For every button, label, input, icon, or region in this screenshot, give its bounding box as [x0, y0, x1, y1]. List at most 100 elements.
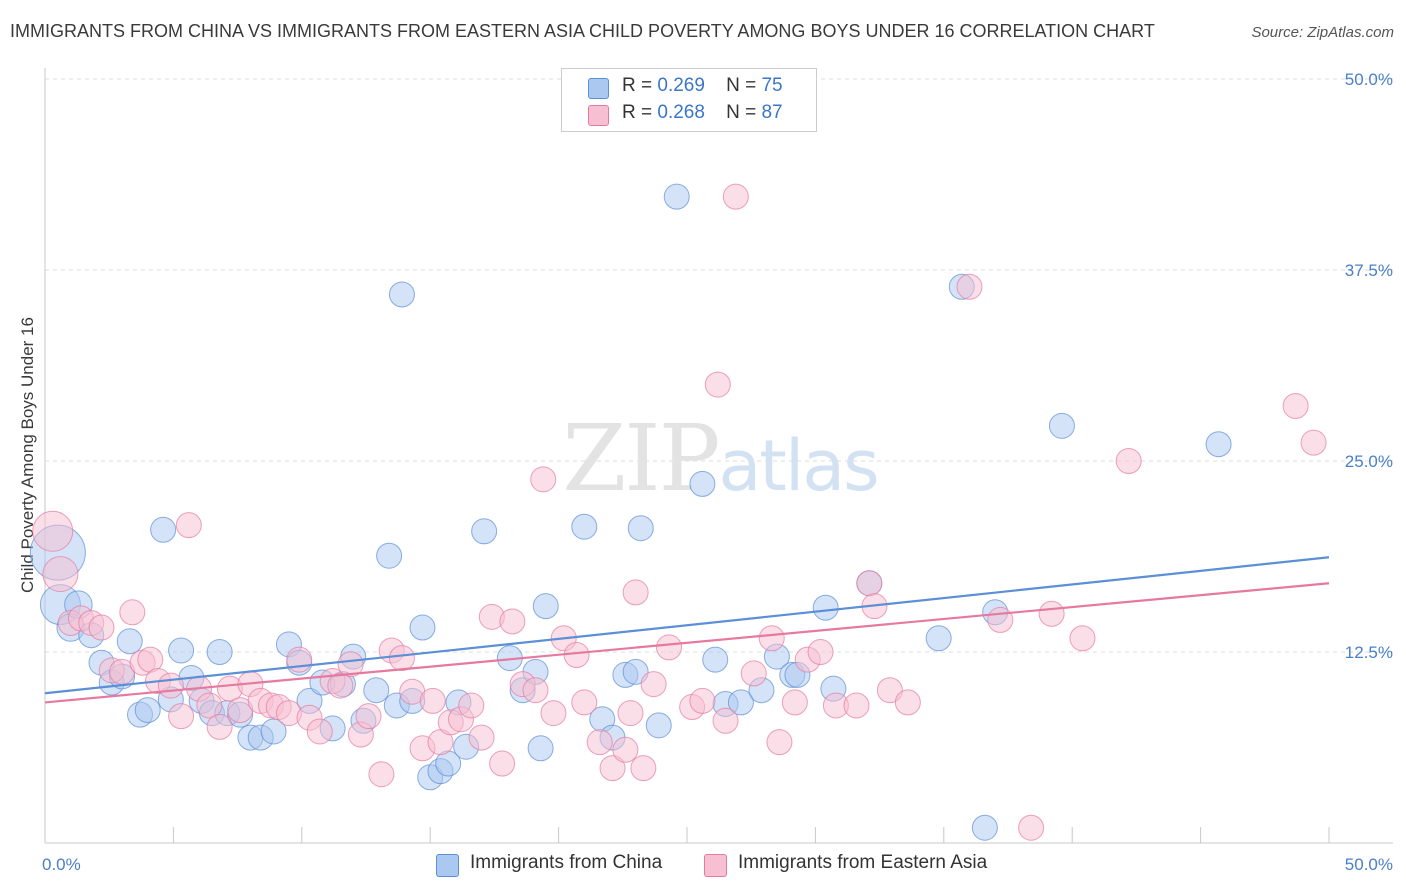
point-series1-43	[468, 724, 495, 751]
y-tick-label-3: 50.0%	[1345, 70, 1393, 89]
series-label-eastern-asia: Immigrants from Eastern Asia	[738, 852, 988, 873]
series-label-china: Immigrants from China	[470, 852, 663, 873]
point-series0-59	[727, 689, 754, 716]
point-series0-13	[168, 637, 195, 664]
point-series0-56	[689, 470, 716, 497]
point-series0-48	[571, 513, 598, 540]
point-series1-78	[894, 689, 921, 716]
point-series0-11	[150, 516, 177, 543]
point-series1-17	[206, 713, 233, 740]
point-series0-72	[1205, 431, 1232, 458]
point-series0-36	[409, 614, 436, 641]
point-series1-84	[1115, 448, 1142, 474]
point-series0-67	[925, 625, 952, 652]
legend-r-value-china: 0.269	[657, 75, 705, 96]
point-series1-82	[1038, 600, 1065, 627]
point-series1-65	[712, 707, 739, 734]
point-series0-10	[134, 697, 161, 724]
point-series1-74	[843, 692, 870, 719]
data-points	[29, 183, 1327, 841]
point-series1-77	[876, 677, 903, 704]
legend-n-value-eastern-asia: 87	[761, 102, 783, 123]
source-label: Source: ZipAtlas.com	[1251, 24, 1394, 41]
point-series1-48	[522, 677, 549, 704]
point-series1-70	[781, 689, 808, 716]
legend-n-value-china: 75	[761, 75, 783, 96]
point-series1-56	[612, 736, 639, 763]
point-series1-0	[32, 510, 74, 552]
chart-title: IMMIGRANTS FROM CHINA VS IMMIGRANTS FROM…	[10, 21, 1155, 41]
point-series1-60	[640, 671, 667, 698]
point-series0-57	[702, 646, 729, 673]
point-series0-22	[260, 718, 287, 745]
point-series0-31	[363, 677, 390, 704]
point-series1-53	[571, 689, 598, 716]
point-series1-27	[306, 718, 333, 745]
y-tick-label-0: 12.5%	[1345, 643, 1393, 662]
point-series1-45	[489, 750, 516, 777]
point-series1-64	[704, 371, 731, 398]
point-series1-52	[563, 642, 590, 669]
series-swatch-eastern-asia	[704, 854, 727, 877]
point-series1-83	[1069, 625, 1096, 652]
point-series1-32	[355, 703, 382, 730]
point-series1-81	[1018, 814, 1045, 841]
point-series1-80	[987, 606, 1014, 633]
point-series1-13	[168, 703, 195, 730]
legend-r-label: R =	[622, 75, 653, 96]
point-series1-42	[458, 692, 485, 719]
axes	[44, 68, 1393, 844]
point-series0-54	[645, 712, 672, 739]
point-series0-52	[622, 658, 649, 685]
point-series1-58	[622, 579, 649, 606]
point-series1-75	[856, 570, 883, 597]
point-series0-64	[812, 594, 839, 621]
point-series0-17	[206, 639, 233, 665]
x-tick-label-1: 50.0%	[1345, 855, 1393, 874]
series-swatch-china	[436, 854, 459, 877]
point-series0-34	[388, 281, 415, 308]
legend-n-label: N =	[726, 75, 757, 96]
point-series1-67	[740, 660, 767, 687]
point-series0-53	[627, 515, 654, 542]
gridlines	[45, 78, 1393, 653]
point-series1-66	[722, 183, 749, 210]
point-series1-49	[530, 466, 557, 493]
point-series1-33	[368, 761, 395, 788]
point-series1-63	[689, 687, 716, 714]
y-tick-label-2: 37.5%	[1345, 261, 1393, 280]
legend-swatch-eastern-asia	[588, 105, 609, 126]
point-series0-71	[1048, 412, 1075, 439]
point-series1-8	[119, 599, 146, 626]
point-series1-29	[327, 672, 354, 699]
legend-text-china: R = 0.269 N = 75	[622, 75, 783, 97]
point-series1-46	[499, 608, 526, 635]
point-series1-55	[599, 755, 626, 782]
point-series1-54	[586, 729, 613, 756]
y-tick-label-1: 25.0%	[1345, 452, 1393, 471]
legend-swatch-china	[588, 78, 609, 99]
legend-r-label: R =	[622, 102, 653, 123]
correlation-legend: R = 0.269 N = 75 R = 0.268 N = 87	[561, 68, 817, 132]
point-series0-42	[471, 518, 498, 545]
point-series1-50	[540, 700, 567, 727]
watermark-zip: ZIP	[562, 405, 718, 512]
point-series1-12	[157, 672, 184, 699]
point-series1-72	[807, 639, 834, 665]
legend-r-value-eastern-asia: 0.268	[657, 102, 705, 123]
point-series1-86	[1300, 429, 1327, 456]
point-series1-25	[286, 646, 313, 673]
legend-text-eastern-asia: R = 0.268 N = 87	[622, 102, 783, 124]
point-series1-30	[337, 651, 364, 678]
point-series1-1	[42, 556, 79, 593]
point-series0-8	[116, 628, 143, 655]
point-series1-69	[766, 729, 793, 756]
point-series1-79	[956, 273, 983, 300]
watermark-atlas: atlas	[719, 425, 878, 507]
trend-line-series0	[44, 556, 1330, 695]
tick-labels: 12.5% 25.0% 37.5% 50.0% 0.0% 50.0%	[42, 70, 1393, 874]
point-series1-85	[1282, 392, 1309, 419]
watermark: ZIPatlas	[562, 405, 877, 512]
point-series1-14	[175, 512, 202, 539]
